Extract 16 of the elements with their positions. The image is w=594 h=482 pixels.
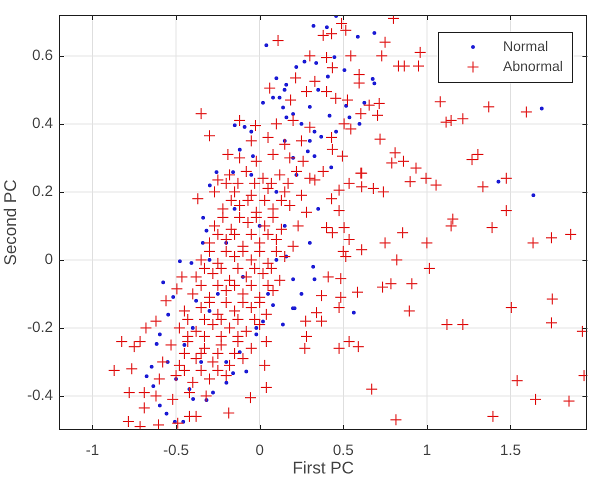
y-tick-label: -0.2: [27, 319, 53, 336]
y-axis-title: Second PC: [0, 180, 20, 266]
x-tick-label: 1.5: [500, 442, 521, 460]
y-tick-label: -0.4: [27, 387, 53, 404]
x-tick-label: 0.5: [332, 442, 354, 460]
x-tick-label: -1: [86, 442, 100, 460]
y-tick-label: 0.2: [32, 183, 53, 200]
x-tick-label: -0.5: [163, 442, 189, 460]
legend-label: Normal: [503, 38, 548, 54]
x-tick-label: 1: [422, 442, 432, 460]
x-axis-title: First PC: [292, 458, 354, 478]
legend-label: Abnormal: [503, 58, 563, 74]
y-tick-label: 0: [44, 251, 53, 268]
y-tick-label: 0.6: [32, 46, 53, 64]
x-tick-label: 0: [255, 442, 264, 460]
y-tick-label: 0.4: [32, 114, 53, 132]
